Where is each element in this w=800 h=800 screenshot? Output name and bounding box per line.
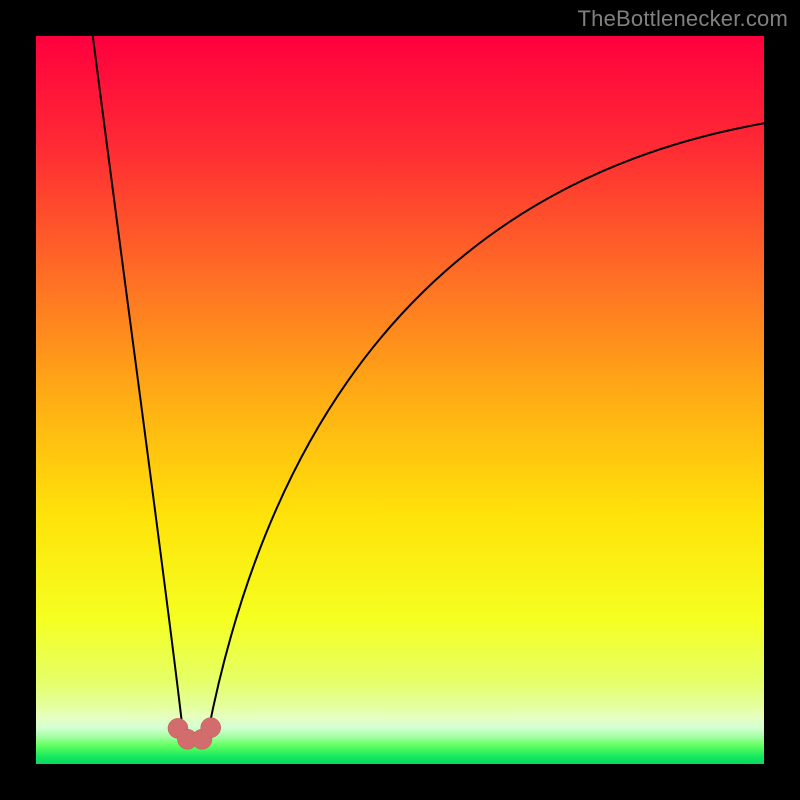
gradient-background [36, 36, 764, 764]
dip-marker-core [204, 721, 218, 735]
bottleneck-chart [36, 36, 764, 764]
watermark-text: TheBottlenecker.com [578, 6, 788, 32]
dip-marker-core [195, 732, 209, 746]
dip-marker-core [171, 721, 185, 735]
dip-marker-core [180, 732, 194, 746]
plot-area [36, 36, 764, 764]
